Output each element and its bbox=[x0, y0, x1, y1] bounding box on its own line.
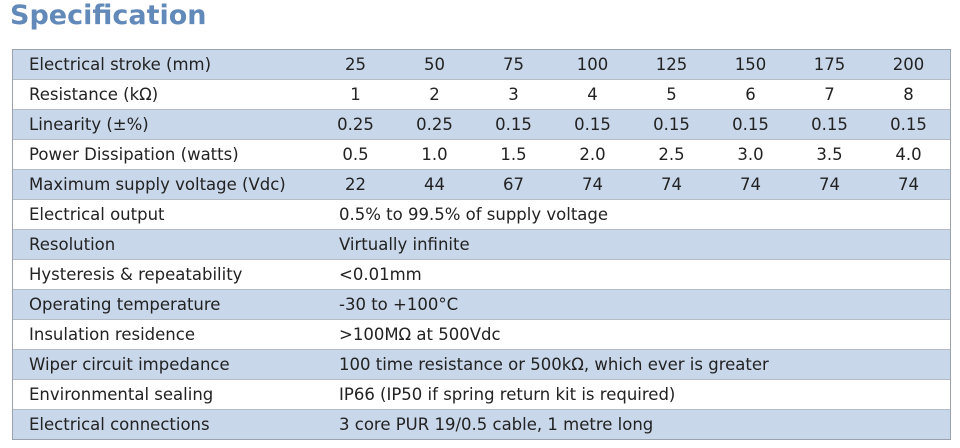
cell-value: 6 bbox=[745, 85, 756, 104]
cell-value: 74 bbox=[898, 175, 919, 194]
row-label: Environmental sealing bbox=[29, 385, 214, 404]
cell-value: 74 bbox=[661, 175, 682, 194]
spec-table: Electrical stroke (mm) 25 50 75 100 125 150 175… bbox=[12, 49, 951, 440]
cell-value: 100 time resistance or 500kΩ, which ever… bbox=[339, 355, 769, 374]
cell-value: 25 bbox=[345, 55, 366, 74]
row-label: Hysteresis & repeatability bbox=[29, 265, 243, 284]
row-label: Insulation residence bbox=[29, 325, 195, 344]
cell-value: 3.5 bbox=[816, 145, 843, 164]
cell-value: 100 bbox=[576, 55, 609, 74]
row-label: Resolution bbox=[29, 235, 116, 254]
cell-value: 1.0 bbox=[421, 145, 448, 164]
cell-value: 0.5 bbox=[342, 145, 369, 164]
cell-value: 22 bbox=[345, 175, 366, 194]
cell-value: 2.5 bbox=[658, 145, 685, 164]
cell-value: 0.15 bbox=[495, 115, 532, 134]
cell-value: 0.25 bbox=[416, 115, 453, 134]
cell-value: 175 bbox=[813, 55, 846, 74]
cell-value: 3 bbox=[508, 85, 519, 104]
cell-value: 1 bbox=[350, 85, 361, 104]
table-row: Linearity (±%) 0.25 0.25 0.15 0.15 0.15 0.15 0.… bbox=[13, 110, 950, 140]
cell-value: 1.5 bbox=[500, 145, 527, 164]
cell-value: Virtually infinite bbox=[339, 235, 470, 254]
cell-value: >100MΩ at 500Vdc bbox=[339, 325, 501, 344]
table-row: Resistance (kΩ) 1 2 3 4 5 6 7 8 bbox=[13, 80, 950, 110]
table-row: Electrical stroke (mm) 25 50 75 100 125 150 175… bbox=[13, 50, 950, 80]
table-row: Maximum supply voltage (Vdc) 22 44 67 74 74 74… bbox=[13, 170, 950, 200]
table-row: Insulation residence >100MΩ at 500Vdc bbox=[13, 320, 950, 350]
cell-value: 75 bbox=[503, 55, 524, 74]
cell-value: 0.15 bbox=[811, 115, 848, 134]
table-row: Electrical connections 3 core PUR 19/0.5 … bbox=[13, 410, 950, 439]
row-label: Wiper circuit impedance bbox=[29, 355, 230, 374]
cell-value: 5 bbox=[666, 85, 677, 104]
cell-value: 4.0 bbox=[895, 145, 922, 164]
row-label: Linearity (±%) bbox=[29, 115, 149, 134]
row-label: Electrical connections bbox=[29, 415, 210, 434]
table-row: Electrical output 0.5% to 99.5% of supply… bbox=[13, 200, 950, 230]
cell-value: <0.01mm bbox=[339, 265, 422, 284]
cell-value: 2 bbox=[429, 85, 440, 104]
table-row: Operating temperature -30 to +100°C bbox=[13, 290, 950, 320]
row-label: Operating temperature bbox=[29, 295, 221, 314]
cell-value: 150 bbox=[734, 55, 767, 74]
cell-value: 3 core PUR 19/0.5 cable, 1 metre long bbox=[339, 415, 654, 434]
table-row: Wiper circuit impedance 100 time resistan… bbox=[13, 350, 950, 380]
cell-value: 74 bbox=[582, 175, 603, 194]
table-row: Power Dissipation (watts) 0.5 1.0 1.5 2.0 2.5… bbox=[13, 140, 950, 170]
row-label: Maximum supply voltage (Vdc) bbox=[29, 175, 286, 194]
cell-value: 0.15 bbox=[574, 115, 611, 134]
cell-value: 7 bbox=[824, 85, 835, 104]
row-label: Electrical output bbox=[29, 205, 165, 224]
table-row: Environmental sealing IP66 (IP50 if sprin… bbox=[13, 380, 950, 410]
cell-value: 0.5% to 99.5% of supply voltage bbox=[339, 205, 609, 224]
cell-value: 125 bbox=[655, 55, 688, 74]
cell-value: 8 bbox=[903, 85, 914, 104]
cell-value: 74 bbox=[740, 175, 761, 194]
cell-value: 67 bbox=[503, 175, 524, 194]
cell-value: 200 bbox=[892, 55, 925, 74]
cell-value: -30 to +100°C bbox=[339, 295, 459, 314]
cell-value: IP66 (IP50 if spring return kit is requi… bbox=[339, 385, 676, 404]
cell-value: 0.15 bbox=[890, 115, 927, 134]
cell-value: 2.0 bbox=[579, 145, 606, 164]
cell-value: 44 bbox=[424, 175, 445, 194]
cell-value: 0.25 bbox=[337, 115, 374, 134]
cell-value: 0.15 bbox=[653, 115, 690, 134]
row-label: Resistance (kΩ) bbox=[29, 85, 159, 104]
title: Specification bbox=[10, 0, 207, 31]
cell-value: 3.0 bbox=[737, 145, 764, 164]
cell-value: 50 bbox=[424, 55, 445, 74]
table-row: Resolution Virtually infinite bbox=[13, 230, 950, 260]
cell-value: 74 bbox=[819, 175, 840, 194]
cell-value: 4 bbox=[587, 85, 598, 104]
cell-value: 0.15 bbox=[732, 115, 769, 134]
row-label: Electrical stroke (mm) bbox=[29, 55, 212, 74]
table-row: Hysteresis & repeatability <0.01mm bbox=[13, 260, 950, 290]
row-label: Power Dissipation (watts) bbox=[29, 145, 239, 164]
